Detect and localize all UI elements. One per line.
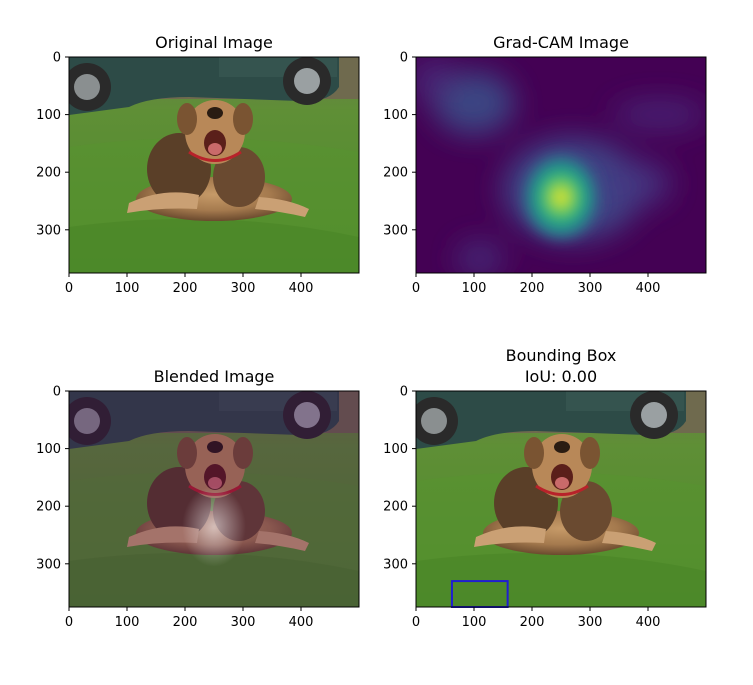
- panel-original: Original Image 0 100 200 300 400 0 100 200 300: [36, 33, 360, 296]
- y-tick-label: 100: [383, 442, 408, 457]
- y-tick-label: 200: [383, 500, 408, 515]
- panel-title: Grad-CAM Image: [493, 33, 629, 52]
- x-tick-label: 300: [578, 281, 603, 296]
- y-tick-label: 200: [36, 166, 61, 181]
- image-photo_bbox: [416, 391, 706, 607]
- x-tick-label: 400: [289, 281, 314, 296]
- image-blended: [69, 391, 359, 607]
- x-tick-label: 0: [65, 615, 73, 630]
- image-heatmap: [416, 57, 706, 273]
- panel-blended: Blended Image 0 100 200 300 400 0 100 200 300: [36, 367, 360, 630]
- panel-gradcam: Grad-CAM Image 0 100 200 300 400 0 100 200 300: [383, 33, 707, 296]
- panel-title: Bounding Box: [506, 346, 617, 365]
- panel-bbox: Bounding Box IoU: 0.00 0 100 200 300 400 0 100 20…: [383, 346, 707, 630]
- x-tick-label: 400: [636, 615, 661, 630]
- x-tick-label: 300: [231, 281, 256, 296]
- axes-frame: [68, 56, 360, 274]
- x-tick-label: 100: [462, 615, 487, 630]
- x-tick-label: 100: [115, 281, 140, 296]
- y-tick-label: 200: [36, 500, 61, 515]
- x-tick-label: 100: [115, 615, 140, 630]
- y-tick-label: 0: [400, 385, 408, 400]
- panel-title: Original Image: [155, 33, 273, 52]
- y-tick-label: 300: [383, 557, 408, 572]
- x-tick-label: 400: [289, 615, 314, 630]
- x-tick-label: 300: [231, 615, 256, 630]
- x-tick-label: 0: [412, 281, 420, 296]
- x-tick-label: 300: [578, 615, 603, 630]
- x-tick-label: 200: [520, 281, 545, 296]
- x-tick-label: 400: [636, 281, 661, 296]
- axes-frame: [68, 390, 360, 608]
- y-tick-label: 0: [53, 385, 61, 400]
- panel-title: Blended Image: [154, 367, 275, 386]
- x-tick-label: 200: [173, 281, 198, 296]
- axes-frame: [415, 56, 707, 274]
- axes-frame: [415, 390, 707, 608]
- y-tick-label: 0: [400, 51, 408, 66]
- image-photo: [69, 57, 359, 273]
- y-tick-label: 0: [53, 51, 61, 66]
- y-tick-label: 100: [383, 108, 408, 123]
- x-tick-label: 200: [173, 615, 198, 630]
- panel-title: IoU: 0.00: [525, 367, 597, 386]
- x-tick-label: 0: [65, 281, 73, 296]
- x-tick-label: 100: [462, 281, 487, 296]
- y-tick-label: 200: [383, 166, 408, 181]
- x-tick-label: 0: [412, 615, 420, 630]
- x-tick-label: 200: [520, 615, 545, 630]
- y-tick-label: 100: [36, 108, 61, 123]
- y-tick-label: 300: [36, 223, 61, 238]
- y-tick-label: 100: [36, 442, 61, 457]
- y-tick-label: 300: [383, 223, 408, 238]
- y-tick-label: 300: [36, 557, 61, 572]
